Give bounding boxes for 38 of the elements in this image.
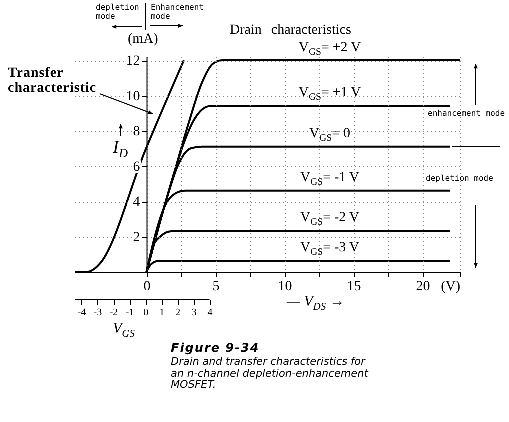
x-axis-title: — V$_{DS}$ → <box>287 294 345 314</box>
x2-tick-label: 1 <box>160 308 165 318</box>
series-label: V$_{GS}$= 0 <box>309 126 351 145</box>
x2-tick-label: -4 <box>78 308 86 318</box>
y-axis-title: I$_{D}$ <box>113 137 128 162</box>
text: Enhancement mode <box>151 3 205 22</box>
y-tick-label: 2 <box>133 230 140 246</box>
y-tick-label: 4 <box>133 195 140 210</box>
series-label: V$_{GS}$= -3 V <box>300 240 360 260</box>
annotation: Transfer characteristic <box>8 66 98 97</box>
x2-tick-label: 3 <box>192 308 197 318</box>
x-tick-label: 0 <box>144 280 151 294</box>
series-label: V$_{GS}$= -1 V <box>300 170 360 189</box>
series-label: V$_{GS}$= -2 V <box>300 210 360 230</box>
x-tick-label: 5 <box>212 280 220 294</box>
x2-tick-label: 0 <box>144 308 149 318</box>
x2-tick-label: 4 <box>208 308 213 318</box>
x-tick-label: 10 <box>278 280 292 294</box>
y-tick-label: 8 <box>133 124 140 140</box>
x-tick-label: 15 <box>347 280 362 294</box>
x-tick-label: (V) <box>441 280 461 294</box>
text: (mA) <box>128 32 158 48</box>
y-tick-label: 12 <box>126 54 140 70</box>
text: Drain and transfer characteristics for an n-channel depletion-enhancement MOSFET. <box>171 356 370 392</box>
y-tick-label: 10 <box>126 89 140 104</box>
text: Figure 9-34 <box>171 341 260 356</box>
series-label: V$_{GS}$= +1 V <box>298 86 362 104</box>
text: Drain characteristics <box>230 23 352 38</box>
series-label: V$_{GS}$= +2 V <box>298 40 362 59</box>
x2-axis-title: V$_{GS}$ <box>113 321 136 341</box>
x2-tick-label: -2 <box>110 308 118 318</box>
text: depletion mode <box>96 3 140 22</box>
x2-tick-label: 2 <box>176 308 181 318</box>
x-tick-label: 20 <box>416 280 430 294</box>
annotation: enhancement mode <box>428 109 506 119</box>
x2-tick-label: -3 <box>94 308 102 318</box>
x2-tick-label: -1 <box>126 308 134 318</box>
annotation: depletion mode <box>426 174 494 184</box>
